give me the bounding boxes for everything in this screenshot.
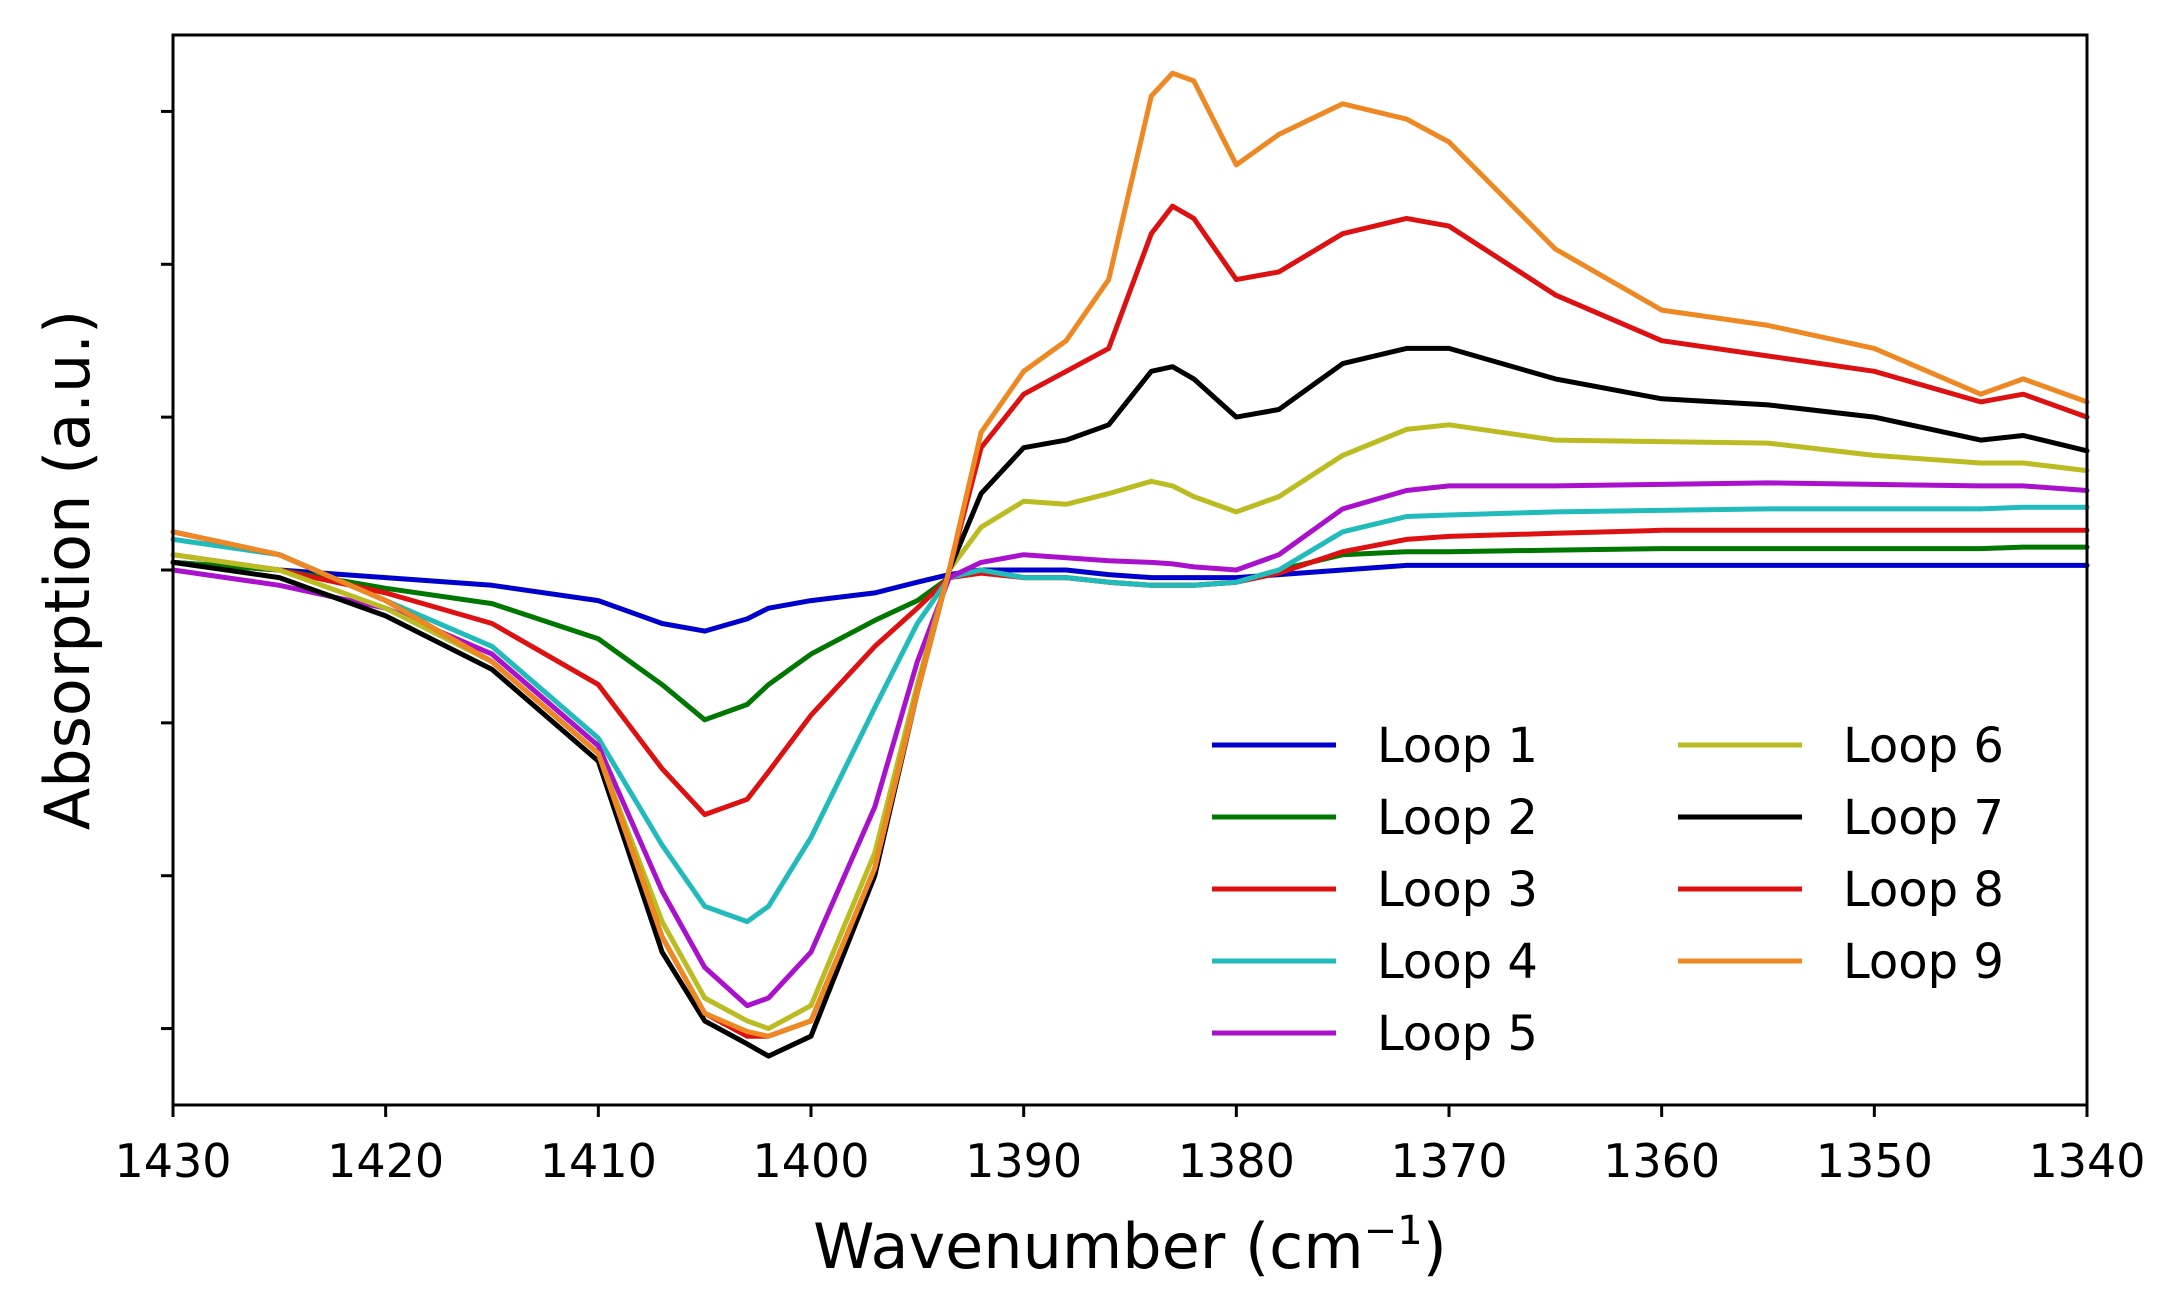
x-axis: 1430 1420 1410 1400 1390 1380 1370 1360 1350 1340 (114, 1105, 2146, 1188)
x-axis-label: Wavenumber (cm−1) (813, 1208, 1447, 1283)
x-tick-label: 1360 (1603, 1134, 1720, 1188)
legend-label: Loop 7 (1843, 790, 2004, 846)
x-tick-label: 1370 (1390, 1134, 1507, 1188)
series-line-loop-4 (170, 504, 2090, 925)
x-tick-label: 1380 (1178, 1134, 1295, 1188)
series-line-loop-9 (170, 70, 2090, 1039)
x-tick-label: 1340 (2028, 1134, 2145, 1188)
x-axis-label-close: ) (1423, 1210, 1447, 1283)
x-tick-label: 1410 (540, 1134, 657, 1188)
series-line-loop-6 (170, 422, 2090, 1032)
legend-label: Loop 8 (1843, 862, 2004, 918)
x-tick-label: 1400 (752, 1134, 869, 1188)
legend-label: Loop 9 (1843, 934, 2004, 990)
legend-label: Loop 2 (1377, 790, 1538, 846)
series-line-loop-3 (170, 527, 2090, 818)
y-axis-label: Absorption (a.u.) (31, 310, 104, 830)
series-layer (170, 70, 2090, 1059)
legend-label: Loop 5 (1377, 1006, 1538, 1062)
legend-label: Loop 1 (1377, 718, 1538, 774)
y-axis (161, 109, 173, 1031)
x-tick-label: 1430 (114, 1134, 231, 1188)
x-tick-label: 1420 (327, 1134, 444, 1188)
legend-label: Loop 3 (1377, 862, 1538, 918)
legend-label: Loop 6 (1843, 718, 2004, 774)
series-line-loop-1 (170, 559, 2090, 634)
x-tick-label: 1390 (965, 1134, 1082, 1188)
x-axis-label-superscript: −1 (1364, 1208, 1423, 1254)
series-line-loop-5 (170, 480, 2090, 1009)
legend-label: Loop 4 (1377, 934, 1538, 990)
x-tick-label: 1350 (1816, 1134, 1933, 1188)
x-axis-label-main: Wavenumber (cm (813, 1210, 1364, 1283)
series-line-loop-7 (170, 345, 2090, 1059)
legend: Loop 1 Loop 2 Loop 3 Loop 4 Loop 5 Loop 6 Loop… (1212, 718, 2004, 1062)
